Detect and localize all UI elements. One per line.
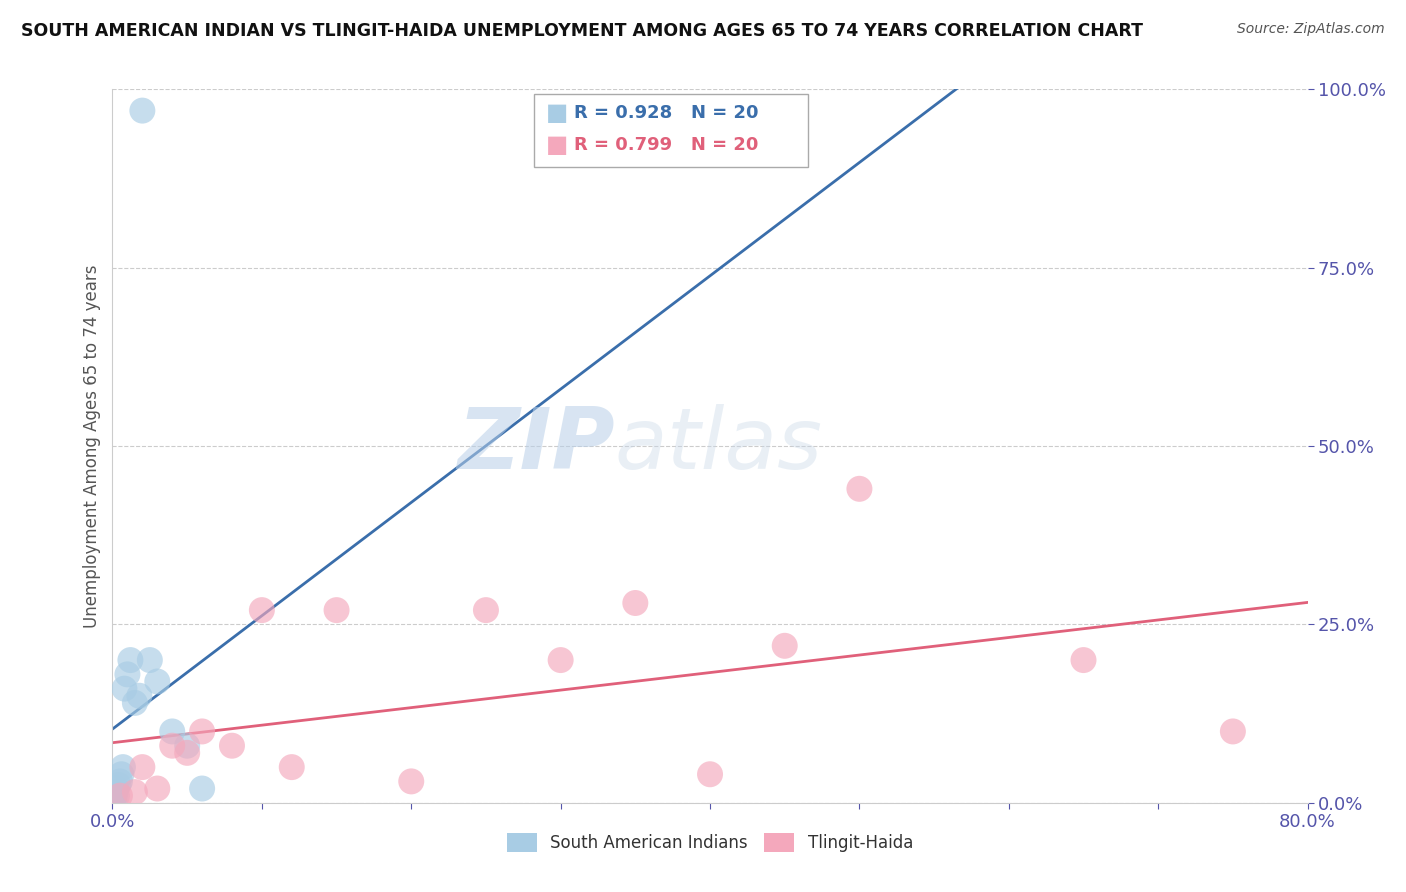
Text: R = 0.928   N = 20: R = 0.928 N = 20	[574, 104, 758, 122]
Point	[128, 689, 150, 703]
Point	[624, 596, 647, 610]
Point	[250, 603, 273, 617]
Point	[131, 103, 153, 118]
Point	[475, 603, 498, 617]
Point	[110, 767, 132, 781]
Point	[105, 789, 128, 803]
Text: ■: ■	[546, 134, 568, 157]
Point	[107, 778, 129, 792]
Point	[124, 696, 146, 710]
Y-axis label: Unemployment Among Ages 65 to 74 years: Unemployment Among Ages 65 to 74 years	[83, 264, 101, 628]
Legend: South American Indians, Tlingit-Haida: South American Indians, Tlingit-Haida	[501, 826, 920, 859]
Text: ZIP: ZIP	[457, 404, 614, 488]
Point	[114, 681, 135, 696]
Point	[146, 674, 169, 689]
Point	[1073, 653, 1095, 667]
Point	[162, 739, 183, 753]
Point	[104, 785, 127, 799]
Text: atlas: atlas	[614, 404, 823, 488]
Text: ■: ■	[546, 102, 568, 125]
Point	[1222, 724, 1244, 739]
Point	[117, 667, 139, 681]
Point	[773, 639, 796, 653]
Point	[191, 724, 214, 739]
Point	[325, 603, 347, 617]
Text: R = 0.799   N = 20: R = 0.799 N = 20	[574, 136, 758, 154]
Point	[108, 774, 131, 789]
Point	[699, 767, 721, 781]
Point	[146, 781, 169, 796]
Point	[139, 653, 162, 667]
Point	[176, 739, 198, 753]
Point	[104, 789, 127, 803]
Point	[848, 482, 870, 496]
Point	[103, 792, 125, 806]
Point	[550, 653, 572, 667]
Text: Source: ZipAtlas.com: Source: ZipAtlas.com	[1237, 22, 1385, 37]
Point	[120, 653, 142, 667]
Point	[131, 760, 153, 774]
Point	[105, 781, 128, 796]
Point	[111, 760, 134, 774]
Point	[108, 789, 131, 803]
Point	[191, 781, 214, 796]
Point	[281, 760, 304, 774]
Point	[124, 785, 146, 799]
Point	[401, 774, 423, 789]
Point	[221, 739, 243, 753]
Point	[176, 746, 198, 760]
Text: SOUTH AMERICAN INDIAN VS TLINGIT-HAIDA UNEMPLOYMENT AMONG AGES 65 TO 74 YEARS CO: SOUTH AMERICAN INDIAN VS TLINGIT-HAIDA U…	[21, 22, 1143, 40]
Point	[162, 724, 183, 739]
